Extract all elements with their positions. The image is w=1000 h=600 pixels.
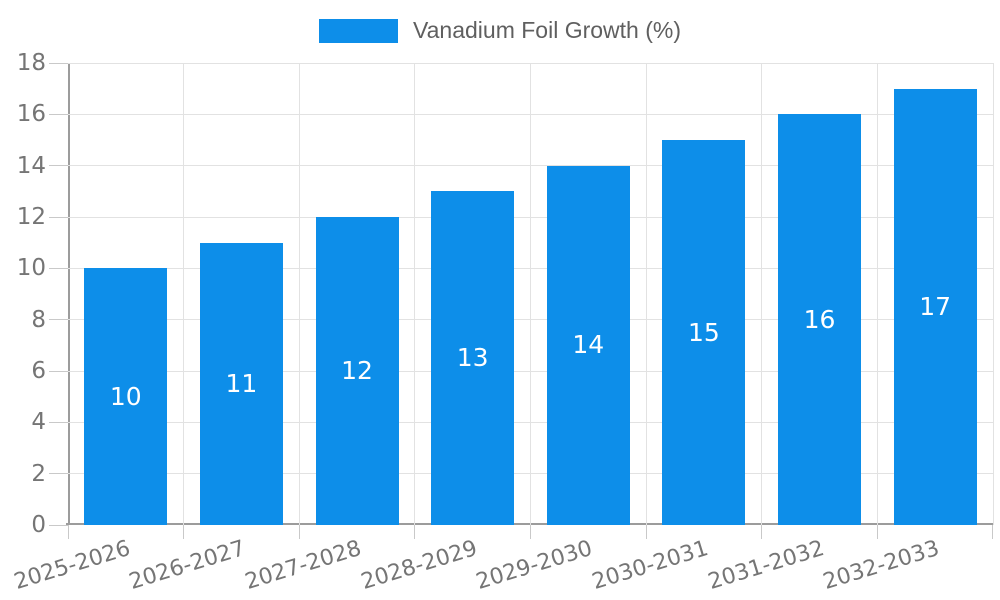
y-tick <box>49 524 68 526</box>
y-tick-label: 0 <box>31 512 46 538</box>
legend: Vanadium Foil Growth (%) <box>0 17 1000 44</box>
bar <box>546 165 630 525</box>
x-tick <box>67 525 69 539</box>
gridline-vertical <box>298 63 300 525</box>
y-tick-label: 6 <box>31 358 46 384</box>
bar <box>84 268 168 525</box>
x-tick <box>991 525 993 539</box>
y-tick <box>49 113 68 115</box>
bar-value-label: 13 <box>456 343 489 373</box>
bar-value-label: 11 <box>225 368 258 398</box>
gridline-vertical <box>992 63 994 525</box>
bar-value-label: 12 <box>341 356 373 385</box>
y-tick <box>49 319 68 321</box>
y-tick <box>49 370 68 372</box>
y-tick <box>49 421 68 423</box>
plot-area: 0 2 4 6 8 10 12 14 16 18 10 11 12 13 14 15 16 17 2025-2026… <box>11 50 994 595</box>
legend-item[interactable]: Vanadium Foil Growth (%) <box>319 17 681 44</box>
y-tick <box>49 473 68 475</box>
y-tick-label: 16 <box>16 101 46 128</box>
y-tick-label: 14 <box>16 152 46 179</box>
y-tick <box>49 216 68 218</box>
y-tick-label: 12 <box>16 204 46 230</box>
x-tick <box>530 525 531 539</box>
legend-swatch-icon <box>319 18 398 43</box>
x-tick <box>298 525 300 539</box>
bar-value-label: 17 <box>919 291 952 321</box>
bar-value-label: 16 <box>803 304 836 334</box>
bar <box>315 217 399 525</box>
bar <box>199 242 283 525</box>
y-tick-label: 4 <box>31 409 46 436</box>
x-tick <box>645 525 647 539</box>
x-tick <box>414 525 416 539</box>
bar-value-label: 10 <box>109 381 142 411</box>
gridline-vertical <box>183 63 185 525</box>
bar <box>778 114 862 525</box>
y-tick <box>49 165 68 167</box>
y-tick <box>49 267 68 269</box>
x-tick <box>876 525 878 539</box>
y-tick <box>49 62 68 64</box>
bar-value-label: 14 <box>572 330 605 360</box>
bar-value-label: 15 <box>688 317 720 347</box>
x-tick <box>761 525 763 539</box>
y-tick-label: 2 <box>31 460 46 487</box>
legend-label: Vanadium Foil Growth (%) <box>413 17 681 43</box>
gridline-vertical <box>530 63 531 525</box>
y-axis-line <box>68 63 70 525</box>
y-tick-label: 10 <box>16 255 46 282</box>
gridline-vertical <box>414 63 416 525</box>
bar <box>662 140 746 525</box>
y-tick-label: 18 <box>16 50 46 76</box>
y-tick-label: 8 <box>31 306 46 333</box>
bar <box>893 88 977 525</box>
x-axis-line <box>66 523 993 525</box>
gridline-vertical <box>645 63 647 525</box>
gridline-vertical <box>761 63 763 525</box>
x-tick <box>183 525 185 539</box>
gridline-vertical <box>876 63 878 525</box>
bar <box>431 191 515 525</box>
